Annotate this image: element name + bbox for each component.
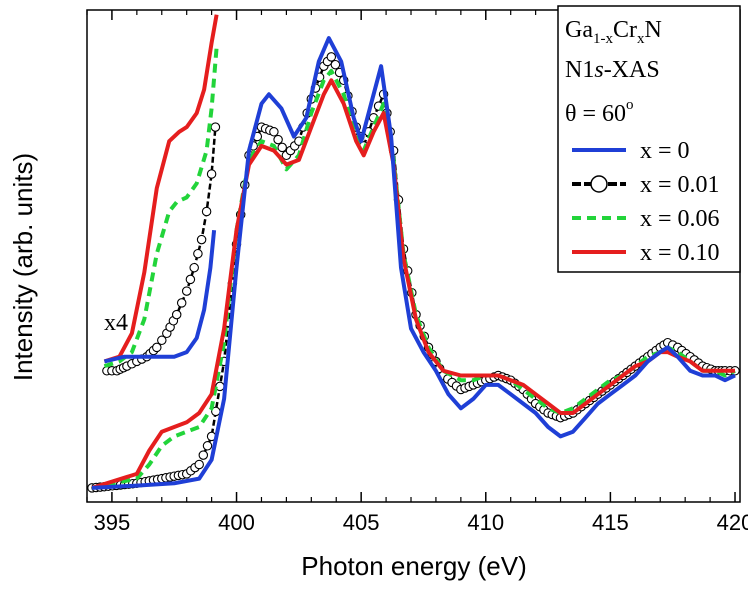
- plot-lines: [87, 14, 740, 493]
- x4-marker-x001-25: [206, 169, 217, 179]
- x-axis-title: Photon energy (eV): [301, 551, 526, 581]
- x4-marker-x001-12: [152, 342, 162, 353]
- x4-marker-x001-18: [176, 298, 187, 308]
- x4-line-x010: [103, 14, 219, 364]
- x4-marker-x001-19: [181, 286, 192, 296]
- series-marker-x001-45: [273, 134, 283, 145]
- x4-line-x0: [103, 230, 217, 364]
- x-tick-label-400: 400: [218, 510, 255, 535]
- x4-annotation: x4: [104, 310, 128, 336]
- y-axis-title: Intensity (arb. units): [8, 153, 38, 381]
- x4-marker-x001-13: [157, 335, 167, 346]
- x4-marker-x001-23: [196, 234, 207, 245]
- legend-label-x0: x = 0: [640, 138, 690, 164]
- series-marker-x001-26: [194, 459, 204, 470]
- legend: Ga1-xCrxN N1s-XAS θ = 60o x = 0 x = 0.01…: [557, 5, 741, 273]
- x-tick-label-410: 410: [467, 510, 504, 535]
- legend-marker-x001: [590, 175, 608, 193]
- legend-label-x001: x = 0.01: [640, 172, 720, 198]
- x4-marker-x001-20: [185, 274, 196, 285]
- x-tick-label-415: 415: [592, 510, 629, 535]
- series-marker-x001-59: [330, 59, 341, 70]
- x-tick-label-405: 405: [343, 510, 380, 535]
- legend-material: Ga1-xCrxN: [565, 17, 662, 47]
- legend-label-x006: x = 0.06: [640, 206, 720, 232]
- series-marker-x001-58: [326, 52, 337, 62]
- x-tick-label-420: 420: [717, 510, 748, 535]
- x4-marker-x001-17: [171, 309, 182, 320]
- x4-marker-x001-24: [201, 206, 212, 217]
- x4-line-x006: [103, 47, 219, 369]
- x4-marker-x001-26: [210, 122, 221, 132]
- series-marker-x001-46: [277, 142, 287, 153]
- x4-marker-x001-21: [189, 262, 199, 273]
- series-line-x0: [91, 36, 736, 490]
- series-marker-x001-28: [202, 441, 213, 451]
- legend-edge: N1s-XAS: [565, 57, 660, 83]
- x-tick-label-395: 395: [94, 510, 131, 535]
- legend-box: [557, 5, 741, 273]
- series-marker-x001-27: [198, 450, 209, 460]
- legend-label-x010: x = 0.10: [640, 240, 720, 266]
- series-line-x010: [91, 78, 735, 490]
- series-marker-x001-44: [269, 127, 279, 137]
- x4-marker-x001-22: [193, 248, 203, 259]
- legend-angle: θ = 60o: [565, 97, 634, 127]
